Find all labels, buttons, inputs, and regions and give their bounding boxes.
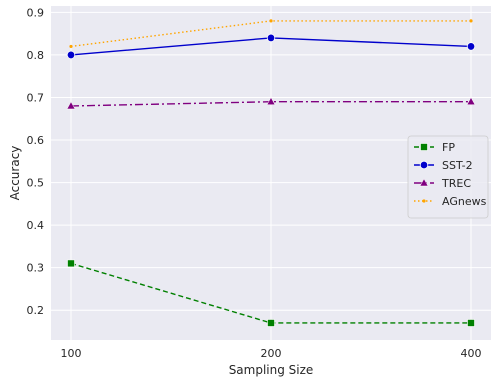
data-point-agnews — [269, 19, 273, 23]
legend-marker-trec — [419, 178, 429, 187]
legend-label-sst-2: SST-2 — [442, 159, 473, 172]
x-tick-label: 400 — [461, 347, 482, 360]
y-tick-label: 0.5 — [27, 177, 45, 190]
legend-marker-agnews — [422, 199, 426, 203]
data-point-fp — [67, 259, 75, 268]
y-tick-label: 0.4 — [27, 219, 45, 232]
legend-marker-sst-2 — [419, 160, 429, 170]
series-agnews — [69, 19, 473, 49]
data-point-sst-2 — [66, 50, 76, 60]
data-point-agnews — [469, 19, 473, 23]
series-group — [66, 19, 476, 327]
y-tick-label: 0.8 — [27, 49, 45, 62]
legend-item-agnews: AGnews — [414, 195, 487, 208]
legend-item-sst-2: SST-2 — [414, 159, 473, 172]
y-tick-label: 0.9 — [27, 6, 45, 19]
series-line-trec — [70, 101, 471, 107]
legend-item-trec: TREC — [414, 177, 471, 190]
data-point-sst-2 — [466, 42, 476, 51]
series-sst-2 — [66, 33, 476, 60]
legend: FP SST-2 TREC AGnews — [407, 135, 489, 219]
data-point-sst-2 — [266, 33, 276, 43]
y-axis-title: Accuracy — [8, 146, 22, 201]
legend-label-trec: TREC — [441, 177, 471, 190]
y-tick-label: 0.2 — [27, 304, 45, 317]
y-tick-label: 0.7 — [27, 91, 45, 104]
x-axis-title: Sampling Size — [229, 363, 314, 377]
ticks-group: 0.2 0.3 0.4 0.5 0.6 0.7 0.8 0.9 100 200 400 — [27, 6, 482, 360]
data-point-trec — [466, 97, 476, 105]
x-tick-label: 100 — [61, 347, 82, 360]
series-trec — [66, 97, 476, 110]
data-point-trec — [66, 101, 76, 110]
data-point-trec — [266, 97, 276, 105]
y-tick-label: 0.6 — [27, 134, 45, 147]
data-point-fp — [467, 319, 475, 327]
series-fp — [67, 259, 475, 327]
x-tick-label: 200 — [261, 347, 282, 360]
legend-marker-fp — [420, 143, 428, 151]
data-point-fp — [267, 319, 275, 327]
data-point-agnews — [69, 44, 73, 49]
y-tick-label: 0.3 — [27, 262, 45, 275]
legend-item-fp: FP — [414, 141, 455, 154]
legend-label-agnews: AGnews — [442, 195, 487, 208]
legend-label-fp: FP — [442, 141, 455, 154]
legend-box — [407, 135, 489, 219]
